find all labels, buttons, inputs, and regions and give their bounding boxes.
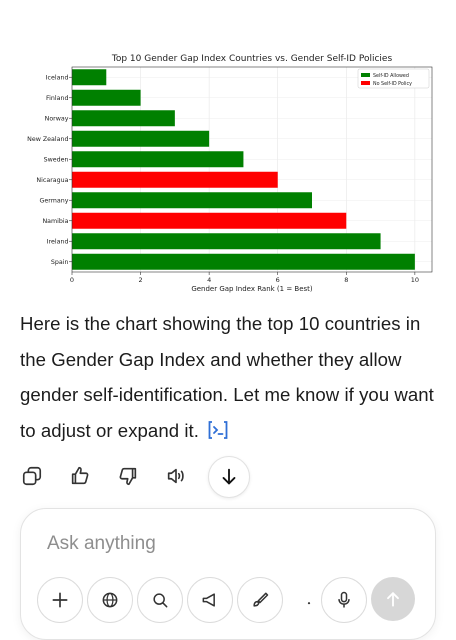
thumbs-down-icon bbox=[119, 467, 137, 486]
bar-finland bbox=[72, 89, 141, 106]
send-button[interactable] bbox=[371, 577, 415, 621]
search-button[interactable] bbox=[137, 577, 183, 623]
thumbs-down-button[interactable] bbox=[110, 456, 146, 496]
chart-title: Top 10 Gender Gap Index Countries vs. Ge… bbox=[111, 54, 393, 64]
bar-sweden bbox=[72, 151, 244, 168]
legend-label: No Self-ID Policy bbox=[373, 81, 412, 87]
bar-spain bbox=[72, 253, 415, 270]
chart-image: Top 10 Gender Gap Index Countries vs. Ge… bbox=[0, 42, 456, 302]
bar-germany bbox=[72, 192, 312, 209]
legend: Self-ID Allowed No Self-ID Policy bbox=[357, 68, 430, 89]
x-axis-label: Gender Gap Index Rank (1 = Best) bbox=[191, 285, 313, 293]
y-tick-label: Spain bbox=[51, 259, 69, 266]
search-icon bbox=[153, 593, 168, 608]
legend-swatch bbox=[361, 81, 370, 85]
x-tick-label: 4 bbox=[207, 276, 211, 284]
composer bbox=[20, 508, 436, 640]
message-text: Here is the chart showing the top 10 cou… bbox=[20, 313, 434, 441]
bar-norway bbox=[72, 110, 175, 127]
x-tick-label: 8 bbox=[344, 276, 348, 284]
plus-icon bbox=[52, 592, 68, 608]
bar-iceland bbox=[72, 69, 107, 86]
megaphone-icon bbox=[202, 593, 215, 607]
legend-box bbox=[357, 68, 430, 89]
y-tick-label: Namibia bbox=[42, 218, 68, 225]
prompt-input[interactable] bbox=[45, 527, 409, 561]
microphone-icon bbox=[338, 591, 350, 608]
thumbs-up-button[interactable] bbox=[62, 456, 98, 496]
assistant-message: Here is the chart showing the top 10 cou… bbox=[20, 306, 440, 448]
y-tick-label: Germany bbox=[40, 198, 69, 205]
y-tick-label: Finland bbox=[46, 95, 69, 102]
message-actions bbox=[14, 456, 274, 498]
dot-icon bbox=[307, 602, 311, 605]
y-tick-label: Iceland bbox=[46, 75, 69, 82]
copy-button[interactable] bbox=[14, 456, 50, 496]
x-tick-label: 6 bbox=[276, 276, 280, 284]
legend-swatch bbox=[361, 73, 370, 77]
arrow-up-icon bbox=[387, 592, 399, 607]
y-tick-label: Norway bbox=[45, 116, 69, 123]
scroll-down-button[interactable] bbox=[208, 456, 250, 498]
source-link-icon[interactable] bbox=[206, 417, 230, 439]
y-tick-label: Sweden bbox=[44, 157, 69, 164]
x-tick-label: 10 bbox=[411, 276, 419, 284]
search-web-button[interactable] bbox=[87, 577, 133, 623]
add-button[interactable] bbox=[37, 577, 83, 623]
legend-label: Self-ID Allowed bbox=[373, 73, 409, 79]
plot-frame bbox=[71, 66, 433, 273]
copy-icon bbox=[22, 466, 42, 486]
bar-nicaragua bbox=[72, 171, 278, 188]
image-edit-button[interactable] bbox=[237, 577, 283, 623]
y-tick-label: Nicaragua bbox=[36, 177, 68, 184]
x-tick-label: 2 bbox=[139, 276, 143, 284]
y-tick-label: Ireland bbox=[47, 239, 69, 246]
megaphone-button[interactable] bbox=[187, 577, 233, 623]
thumbs-up-icon bbox=[71, 466, 89, 485]
chart-svg: Top 10 Gender Gap Index Countries vs. Ge… bbox=[27, 54, 433, 293]
speaker-icon bbox=[167, 468, 184, 484]
voice-button[interactable] bbox=[321, 577, 367, 623]
bar-new-zealand bbox=[72, 130, 210, 147]
bar-namibia bbox=[72, 212, 347, 229]
brush-icon bbox=[253, 592, 269, 607]
x-tick-label: 0 bbox=[70, 276, 74, 284]
globe-icon bbox=[102, 592, 118, 608]
arrow-down-icon bbox=[222, 468, 236, 485]
y-tick-label: New Zealand bbox=[27, 136, 68, 143]
bar-ireland bbox=[72, 233, 381, 250]
read-aloud-button[interactable] bbox=[158, 456, 194, 496]
